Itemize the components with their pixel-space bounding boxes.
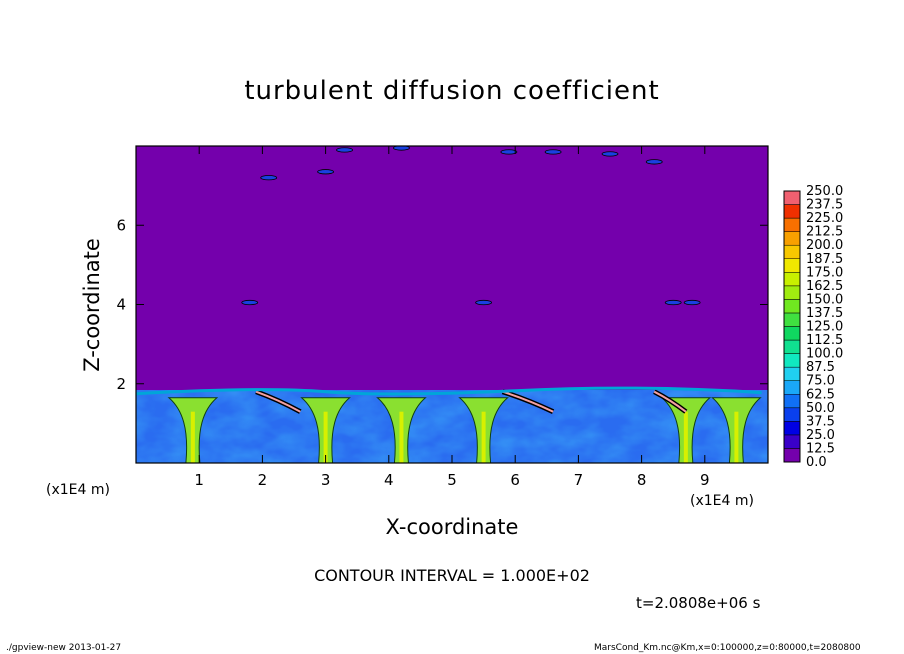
y-axis-label: Z-coordinate xyxy=(80,238,104,372)
speck xyxy=(645,159,663,165)
colorbar-label: 62.5 xyxy=(806,387,835,402)
hot-streak-core xyxy=(255,390,301,413)
colorbar-swatch xyxy=(783,326,801,341)
colorbar-swatch xyxy=(783,231,801,246)
speck xyxy=(241,299,259,306)
x-tick-label: 5 xyxy=(447,471,457,489)
x-tick-label: 7 xyxy=(574,471,584,489)
speck xyxy=(393,146,410,151)
colorbar-swatch xyxy=(783,421,801,436)
colorbar-label: 225.0 xyxy=(806,211,843,226)
colorbar-swatch xyxy=(783,299,801,314)
colorbar-label: 237.5 xyxy=(806,198,843,213)
colorbar: 0.012.525.037.550.062.575.087.5100.0112.… xyxy=(783,184,843,470)
y-tick-label: 4 xyxy=(116,296,126,314)
speck xyxy=(317,169,335,175)
colorbar-frame xyxy=(783,190,801,463)
colorbar-label: 212.5 xyxy=(806,225,843,240)
colorbar-label: 175.0 xyxy=(806,265,843,280)
colorbar-swatch xyxy=(783,312,801,327)
speck xyxy=(601,151,619,157)
speck xyxy=(683,299,701,306)
colorbar-label: 250.0 xyxy=(806,184,843,199)
x-tick-label: 9 xyxy=(700,471,710,489)
hot-streak-core xyxy=(502,390,554,413)
colorbar-label: 200.0 xyxy=(806,238,843,253)
colorbar-swatch xyxy=(783,272,801,287)
speck xyxy=(500,149,518,155)
colorbar-swatch xyxy=(783,434,801,449)
speck xyxy=(336,147,353,153)
x-tick-label: 6 xyxy=(510,471,520,489)
time-label: t=2.0808e+06 s xyxy=(636,594,761,612)
speck xyxy=(664,299,682,306)
x-axis-label: X-coordinate xyxy=(385,515,519,539)
colorbar-swatch xyxy=(783,448,801,463)
boundary-top-line xyxy=(136,386,762,396)
colorbar-label: 150.0 xyxy=(806,292,843,307)
colorbar-swatch xyxy=(783,380,801,395)
x-axis-unit-right: (x1E4 m) xyxy=(690,493,754,509)
speck xyxy=(475,299,493,306)
colorbar-label: 75.0 xyxy=(806,374,835,389)
footer-left: ./gpview-new 2013-01-27 xyxy=(6,643,122,653)
colorbar-label: 112.5 xyxy=(806,333,843,348)
y-tick-label: 6 xyxy=(116,216,126,234)
boundary-ridge xyxy=(136,386,762,396)
colorbar-label: 12.5 xyxy=(806,441,835,456)
colorbar-swatch xyxy=(783,353,801,368)
y-axis: 2 4 6 xyxy=(116,216,768,393)
plume-core xyxy=(399,411,404,463)
colorbar-label: 50.0 xyxy=(806,401,835,416)
upper-specks xyxy=(241,146,701,306)
colorbar-swatch xyxy=(783,244,801,259)
colorbar-label: 0.0 xyxy=(806,455,827,470)
x-tick-label: 3 xyxy=(321,471,331,489)
colorbar-swatch xyxy=(783,217,801,232)
plume-core xyxy=(323,411,328,463)
colorbar-label: 100.0 xyxy=(806,347,843,362)
thermal-plumes xyxy=(167,389,762,463)
chart-title: turbulent diffusion coefficient xyxy=(244,76,660,106)
colorbar-swatch xyxy=(783,339,801,354)
colorbar-label: 87.5 xyxy=(806,360,835,375)
plume-core xyxy=(190,411,195,463)
colorbar-label: 162.5 xyxy=(806,279,843,294)
plume-core xyxy=(683,411,688,463)
colorbar-swatch xyxy=(783,190,801,205)
colorbar-label: 137.5 xyxy=(806,306,843,321)
colorbar-label: 25.0 xyxy=(806,428,835,443)
x-tick-label: 4 xyxy=(384,471,394,489)
colorbar-label: 125.0 xyxy=(806,320,843,335)
colorbar-swatch xyxy=(783,258,801,273)
x-tick-label: 1 xyxy=(194,471,204,489)
plume-core xyxy=(481,411,486,463)
footer-right: MarsCond_Km.nc@Km,x=0:100000,z=0:80000,t… xyxy=(594,643,861,653)
hot-streak-core xyxy=(653,390,687,413)
colorbar-label: 37.5 xyxy=(806,414,835,429)
colorbar-swatch xyxy=(783,204,801,219)
x-tick-label: 2 xyxy=(258,471,268,489)
field-layer xyxy=(136,146,768,463)
colorbar-swatch xyxy=(783,394,801,409)
y-tick-label: 2 xyxy=(116,375,126,393)
colorbar-swatch xyxy=(783,366,801,381)
x-axis-unit-left: (x1E4 m) xyxy=(46,482,110,498)
speck xyxy=(544,149,562,155)
plume-core xyxy=(734,411,739,463)
colorbar-swatch xyxy=(783,407,801,422)
colorbar-swatch xyxy=(783,285,801,300)
x-tick-label: 8 xyxy=(637,471,647,489)
x-axis: 1 2 3 4 5 6 7 8 9 xyxy=(194,146,710,489)
contour-interval: CONTOUR INTERVAL = 1.000E+02 xyxy=(314,566,590,585)
colorbar-label: 187.5 xyxy=(806,252,843,267)
speck xyxy=(260,175,278,181)
